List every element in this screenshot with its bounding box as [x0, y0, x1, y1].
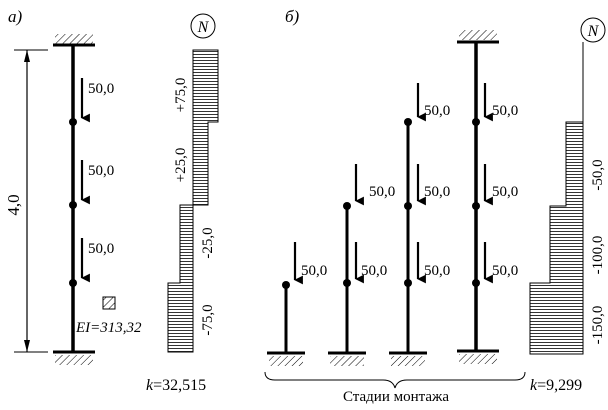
stage-3: 50,0 50,0 50,0 [389, 83, 450, 366]
stage-1: 50,0 [267, 242, 327, 366]
section-icon [102, 296, 116, 310]
svg-text:N: N [587, 23, 600, 40]
joint [69, 118, 77, 126]
stage-4: 50,0 50,0 50,0 [457, 30, 518, 364]
axial-value: +25,0 [173, 148, 189, 183]
load-label: 50,0 [492, 263, 518, 279]
axial-value: -25,0 [200, 227, 216, 258]
axial-value: -150,0 [590, 306, 606, 345]
joint [69, 279, 77, 287]
stage-2: 50,0 50,0 [328, 164, 395, 366]
axial-diagram-compression [529, 121, 584, 355]
buckling-coefficient-a: k=32,515 [146, 377, 206, 394]
stages-brace [264, 371, 526, 389]
stages-caption: Стадии монтажа [343, 389, 449, 405]
axial-diagram-tension [192, 49, 219, 206]
axial-value: -75,0 [200, 304, 216, 335]
load-label: 50,0 [424, 184, 450, 200]
load-label: 50,0 [301, 263, 327, 279]
load-label: 50,0 [424, 103, 450, 119]
load-label: 50,0 [369, 184, 395, 200]
load-label: 50,0 [88, 81, 114, 97]
bottom-support [53, 350, 95, 365]
axial-value: -50,0 [590, 159, 606, 190]
stiffness-label: EI=313,32 [75, 320, 142, 336]
axial-diagram-compression [167, 204, 194, 353]
panel-b-label: б) [285, 7, 300, 26]
axial-value: +75,0 [173, 78, 189, 113]
axial-value: -100,0 [590, 236, 606, 275]
load-label: 50,0 [492, 184, 518, 200]
load-label: 50,0 [88, 241, 114, 257]
joint [69, 201, 77, 209]
axial-force-badge-b: N [580, 17, 606, 43]
height-dimension [14, 49, 48, 353]
load-label: 50,0 [492, 103, 518, 119]
panel-a-label: а) [8, 7, 23, 26]
axial-force-badge-a: N [190, 13, 216, 39]
height-dimension-label: 4,0 [4, 194, 23, 215]
svg-text:N: N [197, 19, 210, 36]
top-support [53, 34, 95, 47]
load-label: 50,0 [361, 263, 387, 279]
load-label: 50,0 [88, 163, 114, 179]
load-label: 50,0 [424, 263, 450, 279]
buckling-coefficient-b: k=9,299 [530, 377, 582, 394]
